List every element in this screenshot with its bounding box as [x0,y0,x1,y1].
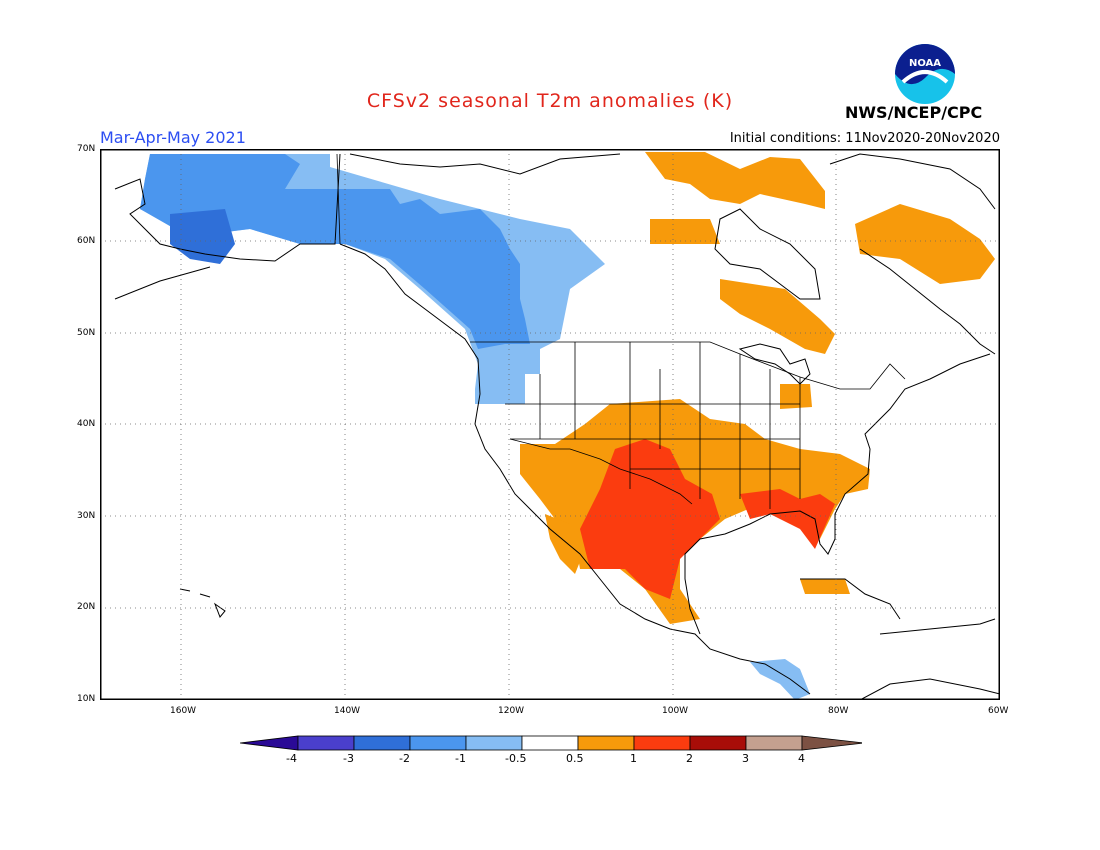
map-frame [100,149,1000,700]
colorbar-label-4: 4 [798,752,805,765]
anomaly-region-minus-0.5-central-america [750,659,810,700]
colorbar-label-minus-3: -3 [343,752,354,765]
period-label: Mar-Apr-May 2021 [100,128,246,147]
coastline-arctic [349,153,621,175]
grid [100,149,1000,700]
us-mexico-border [509,438,693,505]
colorbar-label-minus-0.5: -0.5 [505,752,527,765]
borders [336,153,906,509]
lon-label-60w: 60W [988,706,1009,716]
anomaly-region-plus-0.5-hudson [650,219,720,244]
alaska-canada-border [336,153,341,245]
colorbar-cell-9 [745,735,803,751]
colorbar-cell-7 [633,735,691,751]
colorbar [240,735,862,751]
coastline-greenland [829,153,996,210]
anomaly-map [100,149,1000,700]
colorbar-cell-4 [465,735,523,751]
coastline-south-america [859,678,1000,700]
anomaly-region-minus-1 [140,154,530,349]
colorbar-cell-min-arrow [240,735,299,751]
lon-label-120w: 120W [498,706,525,716]
colorbar-cell-8 [689,735,747,751]
colorbar-cell-3 [409,735,467,751]
coastline-alaska [114,153,341,262]
anomaly-region-plus-1-texas [580,439,720,599]
coastline-caribbean [800,578,996,635]
lat-label-50n: 50N [77,328,96,338]
coastline-west [339,243,811,695]
cold-anomaly-regions [140,154,810,700]
colorbar-cell-5 [521,735,579,751]
colorbar-cell-6 [577,735,635,751]
coastline-labrador [859,248,996,355]
coastlines [114,153,1000,700]
lat-label-30n: 30N [77,511,96,521]
warm-anomaly-regions [520,152,995,624]
noaa-logo: NOAA [895,44,955,104]
great-lakes [738,343,811,385]
lat-label-20n: 20N [77,602,96,612]
colorbar-label-minus-1: -1 [455,752,466,765]
lat-label-70n: 70N [77,144,96,154]
lon-label-160w: 160W [170,706,197,716]
coastline-hudson-bay [714,208,821,300]
lat-label-10n: 10N [77,694,96,704]
coastline-gulf [684,353,991,635]
agency-label: NWS/NCEP/CPC [845,103,983,122]
colorbar-label-3: 3 [742,752,749,765]
initial-conditions-label: Initial conditions: 11Nov2020-20Nov2020 [729,131,1000,146]
colorbar-label-0.5: 0.5 [566,752,584,765]
colorbar-label-minus-2: -2 [399,752,410,765]
svg-text:NOAA: NOAA [909,58,941,69]
colorbar-cell-1 [297,735,355,751]
lat-label-60n: 60N [77,236,96,246]
anomaly-region-plus-0.5-greatlakes [780,384,812,409]
anomaly-region-plus-1-southeast [740,489,835,549]
lat-label-40n: 40N [77,419,96,429]
chart-title: CFSv2 seasonal T2m anomalies (K) [366,90,734,112]
anomaly-region-plus-0.5-north [645,152,825,209]
aleutian-islands [114,266,211,300]
lon-label-80w: 80W [828,706,849,716]
us-canada-border [470,341,906,390]
anomaly-region-plus-0.5-ontario [720,279,835,354]
colorbar-label-1: 1 [630,752,637,765]
anomaly-region-plus-0.5-quebec [855,204,995,284]
anomaly-region-plus-0.5-cuba [800,579,850,594]
colorbar-cell-max-arrow [801,735,862,751]
hawaii-islands [179,588,226,618]
lon-label-100w: 100W [662,706,689,716]
colorbar-label-2: 2 [686,752,693,765]
state-lines [505,342,801,509]
colorbar-label-minus-4: -4 [286,752,297,765]
lon-label-140w: 140W [334,706,361,716]
anomaly-region-plus-0.5-baja [545,514,585,574]
colorbar-cell-2 [353,735,411,751]
